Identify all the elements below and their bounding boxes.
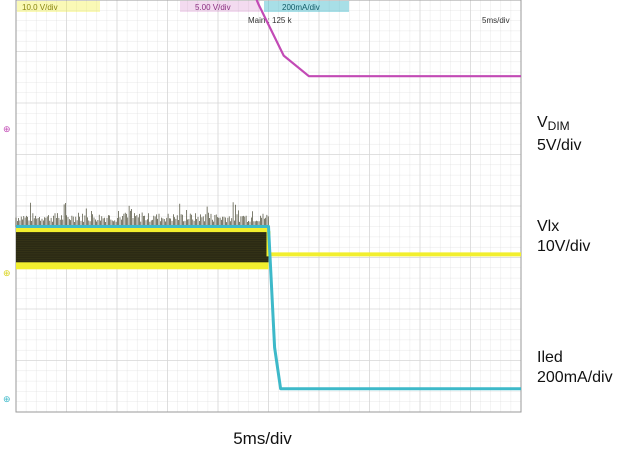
ch3-ground-marker: ⊕ xyxy=(3,394,11,404)
vdim-trace xyxy=(255,0,521,78)
vlx-band-top-edge xyxy=(16,225,269,233)
graticule xyxy=(15,0,522,413)
vdim-subscript: DIM xyxy=(547,119,570,133)
main-info: Main : 125 k xyxy=(248,16,293,25)
x-axis-label: 5ms/div xyxy=(233,429,292,448)
vlx-name: Vlx xyxy=(537,218,560,235)
screen-border xyxy=(15,0,522,413)
vlx-band-bottom-edge xyxy=(16,262,269,270)
iled-scale: 200mA/div xyxy=(537,369,613,386)
ch1-setting: 10.0 V/div xyxy=(22,3,58,12)
vlx-switching-band xyxy=(16,226,269,268)
ch2-ground-marker: ⊕ xyxy=(3,124,11,134)
timebase-readout: 5ms/div xyxy=(482,16,510,25)
ch3-setting-box xyxy=(264,1,349,12)
iled-trace xyxy=(16,225,521,391)
iled-label: Iled 200mA/div xyxy=(537,348,613,388)
ch1-setting-box xyxy=(17,1,100,12)
vlx-band-texture xyxy=(16,233,269,261)
ch2-setting: 5.00 V/div xyxy=(195,3,231,12)
ch2-setting-box xyxy=(180,1,260,12)
ch3-setting: 200mA/div xyxy=(282,3,320,12)
vlx-switching-spikes xyxy=(15,202,269,228)
header-bar: 10.0 V/div 5.00 V/div 200mA/div Main : 1… xyxy=(17,1,510,25)
vlx-label: Vlx 10V/div xyxy=(537,217,590,257)
vdim-scale: 5V/div xyxy=(537,137,582,154)
vdim-name: V xyxy=(537,114,548,131)
vdim-label: VDIM 5V/div xyxy=(537,113,581,156)
traces xyxy=(15,0,521,391)
iled-name: Iled xyxy=(537,349,563,366)
ch1-ground-marker: ⊕ xyxy=(3,268,11,278)
vlx-scale: 10V/div xyxy=(537,238,591,255)
